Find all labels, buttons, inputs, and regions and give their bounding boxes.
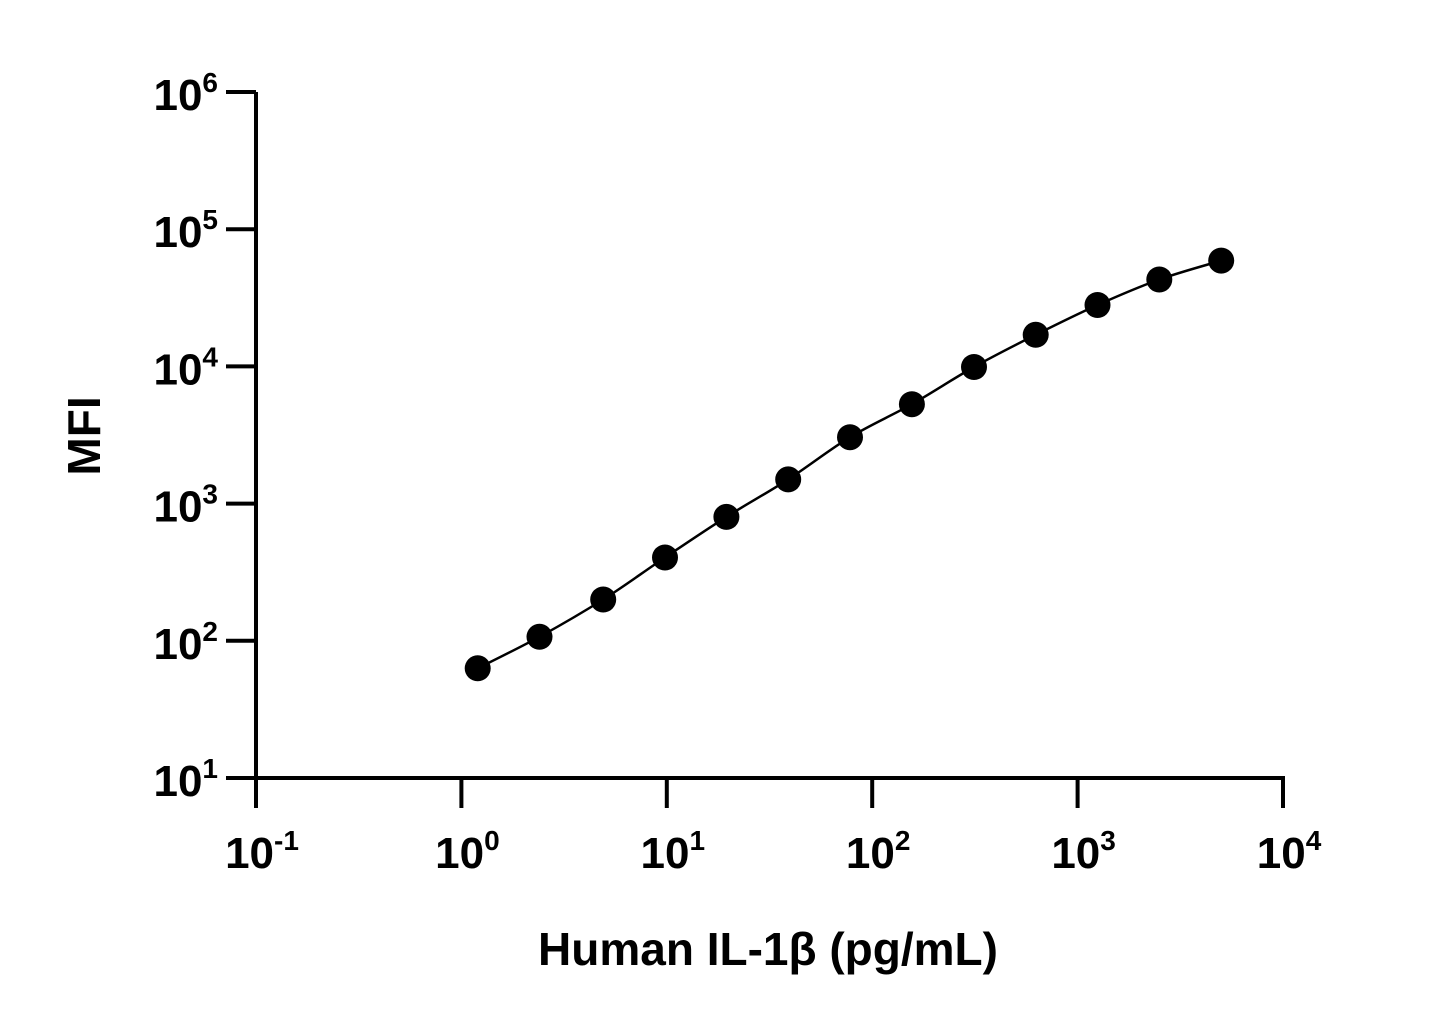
x-tick-base: 10	[435, 829, 484, 878]
axes	[254, 92, 1285, 780]
x-tick-base: 10	[1051, 829, 1100, 878]
x-tick-exponent: 3	[1100, 825, 1116, 856]
y-tick-exponent: 3	[202, 479, 218, 510]
data-point	[464, 655, 491, 682]
data-points	[464, 247, 1235, 682]
x-tick-exponent: 1	[689, 825, 705, 856]
y-tick-exponent: 4	[202, 341, 218, 372]
data-point	[526, 623, 553, 650]
x-axis-ticks: 10-1 100 101 102 103 104	[225, 778, 1322, 878]
x-axis-title: Human IL-1β (pg/mL)	[538, 923, 998, 975]
y-axis-title: MFI	[58, 396, 110, 475]
x-tick-label: 103	[1051, 825, 1116, 878]
data-point	[1146, 266, 1173, 293]
y-tick-exponent: 5	[202, 204, 218, 235]
fit-curve	[477, 259, 1222, 670]
y-tick-base: 10	[153, 757, 202, 806]
y-tick-base: 10	[153, 345, 202, 394]
data-point	[713, 503, 740, 530]
x-tick-exponent: -1	[274, 825, 299, 856]
x-tick-label: 104	[1257, 825, 1322, 878]
x-tick-base: 10	[225, 829, 274, 878]
data-point	[898, 391, 925, 418]
data-point	[1084, 292, 1111, 318]
data-point	[1208, 247, 1235, 274]
y-tick-label: 103	[153, 479, 218, 532]
y-tick-exponent: 2	[202, 616, 218, 647]
x-tick-base: 10	[1257, 829, 1306, 878]
data-point	[590, 586, 617, 613]
y-tick-exponent: 1	[202, 753, 218, 784]
x-tick-label: 102	[846, 825, 911, 878]
x-tick-exponent: 4	[1306, 825, 1322, 856]
y-tick-label: 105	[153, 204, 218, 257]
y-tick-label: 106	[153, 67, 218, 120]
y-tick-base: 10	[153, 71, 202, 120]
data-point	[1022, 321, 1049, 348]
x-tick-label: 10-1	[225, 825, 299, 878]
x-tick-base: 10	[641, 829, 690, 878]
data-point	[837, 424, 863, 451]
y-tick-base: 10	[153, 620, 202, 669]
y-tick-label: 101	[153, 753, 218, 806]
x-tick-base: 10	[846, 829, 895, 878]
data-point	[775, 466, 802, 493]
y-tick-exponent: 6	[202, 67, 218, 98]
x-tick-label: 100	[435, 825, 500, 878]
data-point	[652, 544, 678, 571]
y-tick-base: 10	[153, 483, 202, 532]
x-tick-label: 101	[641, 825, 706, 878]
x-tick-exponent: 2	[895, 825, 911, 856]
y-tick-base: 10	[153, 208, 202, 257]
y-tick-label: 104	[153, 341, 218, 394]
data-point	[961, 354, 987, 380]
x-tick-exponent: 0	[484, 825, 500, 856]
y-tick-label: 102	[153, 616, 218, 669]
